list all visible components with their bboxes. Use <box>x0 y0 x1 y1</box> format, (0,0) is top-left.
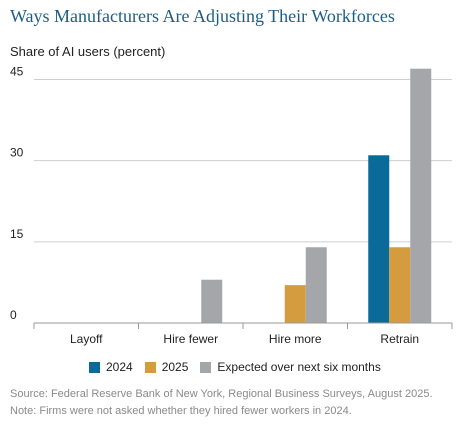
bar-retrain-expected <box>410 68 432 323</box>
y-tick-label-45: 45 <box>10 65 24 79</box>
bar-hire-more-2025 <box>284 285 306 323</box>
legend-item-expected: Expected over next six months <box>200 360 381 374</box>
y-axis-label: Share of AI users (percent) <box>10 44 166 59</box>
legend-label-2024: 2024 <box>106 360 133 374</box>
y-tick-label-0: 0 <box>10 308 17 322</box>
x-tick-label-hire-more: Hire more <box>269 332 322 346</box>
legend-item-2024: 2024 <box>89 360 133 374</box>
chart-title: Ways Manufacturers Are Adjusting Their W… <box>10 6 395 26</box>
legend-label-expected: Expected over next six months <box>217 360 381 374</box>
bar-retrain-2025 <box>389 247 411 323</box>
x-tick-label-layoff: Layoff <box>70 332 103 346</box>
y-tick-label-15: 15 <box>10 227 24 241</box>
source-note: Source: Federal Reserve Bank of New York… <box>10 388 433 400</box>
note-text: Note: Firms were not asked whether they … <box>10 405 352 417</box>
bar-hire-more-expected <box>305 247 327 323</box>
legend-item-2025: 2025 <box>144 360 189 374</box>
x-tick-label-hire-fewer: Hire fewer <box>163 332 218 346</box>
bar-hire-fewer-expected <box>201 279 223 323</box>
legend-label-2025: 2025 <box>161 360 189 374</box>
legend: 2024 2025 Expected over next six months <box>89 360 393 374</box>
legend-swatch-expected <box>200 361 212 373</box>
legend-swatch-2024 <box>89 361 100 373</box>
y-tick-label-30: 30 <box>10 146 24 160</box>
legend-swatch-2025 <box>144 361 156 373</box>
x-tick-label-retrain: Retrain <box>380 332 419 346</box>
bar-retrain-2024 <box>368 155 390 323</box>
footnotes: Source: Federal Reserve Bank of New York… <box>10 386 433 420</box>
